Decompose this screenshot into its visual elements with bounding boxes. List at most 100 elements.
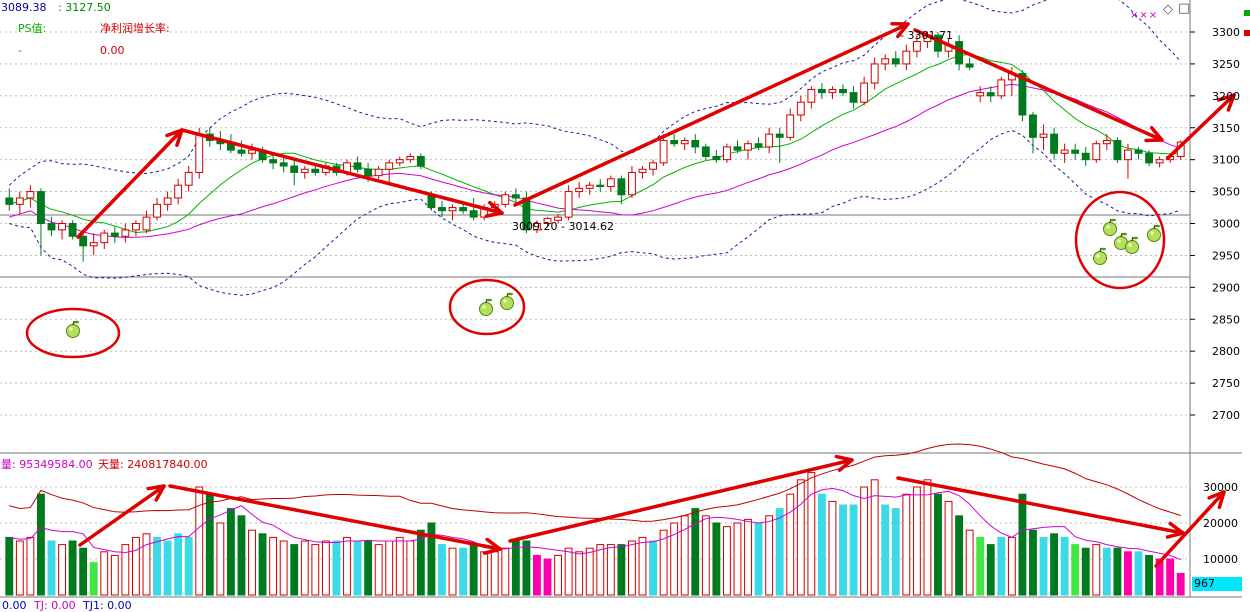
volume-bar: [469, 544, 478, 596]
apple-leaf: [1155, 224, 1160, 228]
volume-bar: [1092, 544, 1101, 596]
volume-bar: [459, 547, 468, 596]
volume-bar: [501, 547, 510, 596]
current-volume: 967: [1194, 577, 1215, 590]
candle-body: [58, 223, 66, 231]
apple-icon: [1093, 247, 1107, 265]
volume-bar: [870, 479, 879, 596]
apple-stem: [1099, 247, 1102, 253]
volume-arrow-up-2: [508, 454, 854, 543]
volume-bar: [955, 515, 964, 596]
candle-body: [786, 114, 795, 138]
candle-body: [881, 58, 890, 65]
volume-bar: [226, 508, 235, 596]
volume-bar: [1060, 536, 1069, 596]
volume-bar: [775, 508, 784, 596]
diamond-icon[interactable]: ◇: [1163, 2, 1173, 17]
axis-layer: 3300 3250 3200 3150 3100 3050 3000 2950 2900 2850…: [1190, 26, 1240, 566]
volume-bar: [438, 544, 446, 596]
volume-bar: [564, 547, 573, 596]
volume-bar: [258, 533, 267, 596]
apple-body: [500, 296, 514, 310]
volume-bar: [649, 540, 657, 596]
candle-body: [765, 133, 774, 148]
volume-bar: [1050, 533, 1059, 596]
candle-body: [997, 79, 1006, 97]
candle-body: [195, 133, 204, 173]
indicator-dots[interactable]: ×××: [1130, 10, 1159, 21]
candle-body: [300, 168, 309, 173]
volume-bar: [976, 536, 985, 596]
price-tick-label: 2950: [1212, 249, 1240, 262]
volume-bar: [153, 536, 161, 596]
candle-body: [1155, 159, 1164, 164]
volume-bar: [828, 500, 837, 596]
volume-bar: [670, 522, 679, 596]
volume-bar: [860, 486, 869, 596]
candle-body: [638, 168, 647, 173]
apple-body: [479, 302, 493, 316]
ps-value: -: [18, 44, 22, 57]
volume-arrow-up-3: [1154, 490, 1226, 568]
volume-bar: [205, 493, 214, 596]
arrow-head: [482, 537, 502, 555]
volume-bar: [891, 508, 900, 596]
right-sidebar: [1242, 0, 1250, 612]
candle-body: [775, 133, 784, 138]
candle-body: [459, 207, 468, 212]
volume-bar: [744, 518, 752, 596]
price-tick-label: 2700: [1212, 409, 1240, 422]
candle-body: [839, 88, 847, 94]
volume-bar: [269, 536, 278, 596]
candle-body: [26, 191, 35, 199]
volume-bar: [511, 540, 520, 596]
candle-body: [807, 88, 816, 103]
volume-bar: [807, 472, 816, 596]
candle-body: [364, 168, 373, 177]
candle-body: [501, 194, 510, 205]
apple-shine: [1106, 225, 1110, 229]
apple-icon: [479, 298, 493, 316]
candle-body: [311, 168, 320, 173]
candle-body: [448, 207, 457, 212]
volume-bar: [1007, 536, 1016, 596]
volume-bar: [79, 547, 88, 596]
volume-bar: [944, 500, 953, 596]
ps-label: PS值:: [18, 22, 47, 35]
growth-value: 0.00: [100, 44, 125, 57]
candle-body: [976, 92, 985, 97]
candle-body: [955, 41, 964, 65]
volume-bar: [533, 554, 541, 596]
volume-bar: [1134, 551, 1143, 596]
candle-body: [744, 143, 752, 151]
apple-stem: [506, 292, 509, 298]
candle-body: [5, 197, 14, 205]
volume-bar: [121, 544, 130, 596]
volume-label: 量: 95349584.00: [1, 458, 93, 471]
candle-body: [416, 155, 425, 167]
candle-body: [659, 140, 668, 164]
volume-bar: [58, 544, 66, 596]
volume-bar: [754, 522, 763, 596]
candle-layer: [5, 31, 1185, 262]
highlight-circle-3: [1074, 190, 1166, 290]
volume-bar: [722, 526, 731, 596]
overlay-layer: [25, 21, 1236, 568]
apple-stem: [72, 320, 75, 326]
candle-body: [891, 58, 900, 65]
square-icon[interactable]: □: [1178, 1, 1191, 16]
apple-icon: [66, 320, 80, 338]
volume-bar: [237, 515, 246, 596]
volume-bar: [68, 540, 77, 596]
candle-body: [554, 216, 562, 221]
ma-magenta-line: [9, 83, 1181, 238]
volume-bar: [248, 529, 256, 596]
volume-bar: [554, 554, 562, 596]
volume-bar: [1071, 544, 1080, 596]
volume-bar: [279, 540, 288, 596]
arrow-head: [1217, 93, 1236, 112]
volume-bar: [427, 522, 436, 596]
candle-body: [237, 149, 246, 154]
volume-tick-label: 30000: [1203, 481, 1238, 494]
price-tick-label: 2900: [1212, 281, 1240, 294]
